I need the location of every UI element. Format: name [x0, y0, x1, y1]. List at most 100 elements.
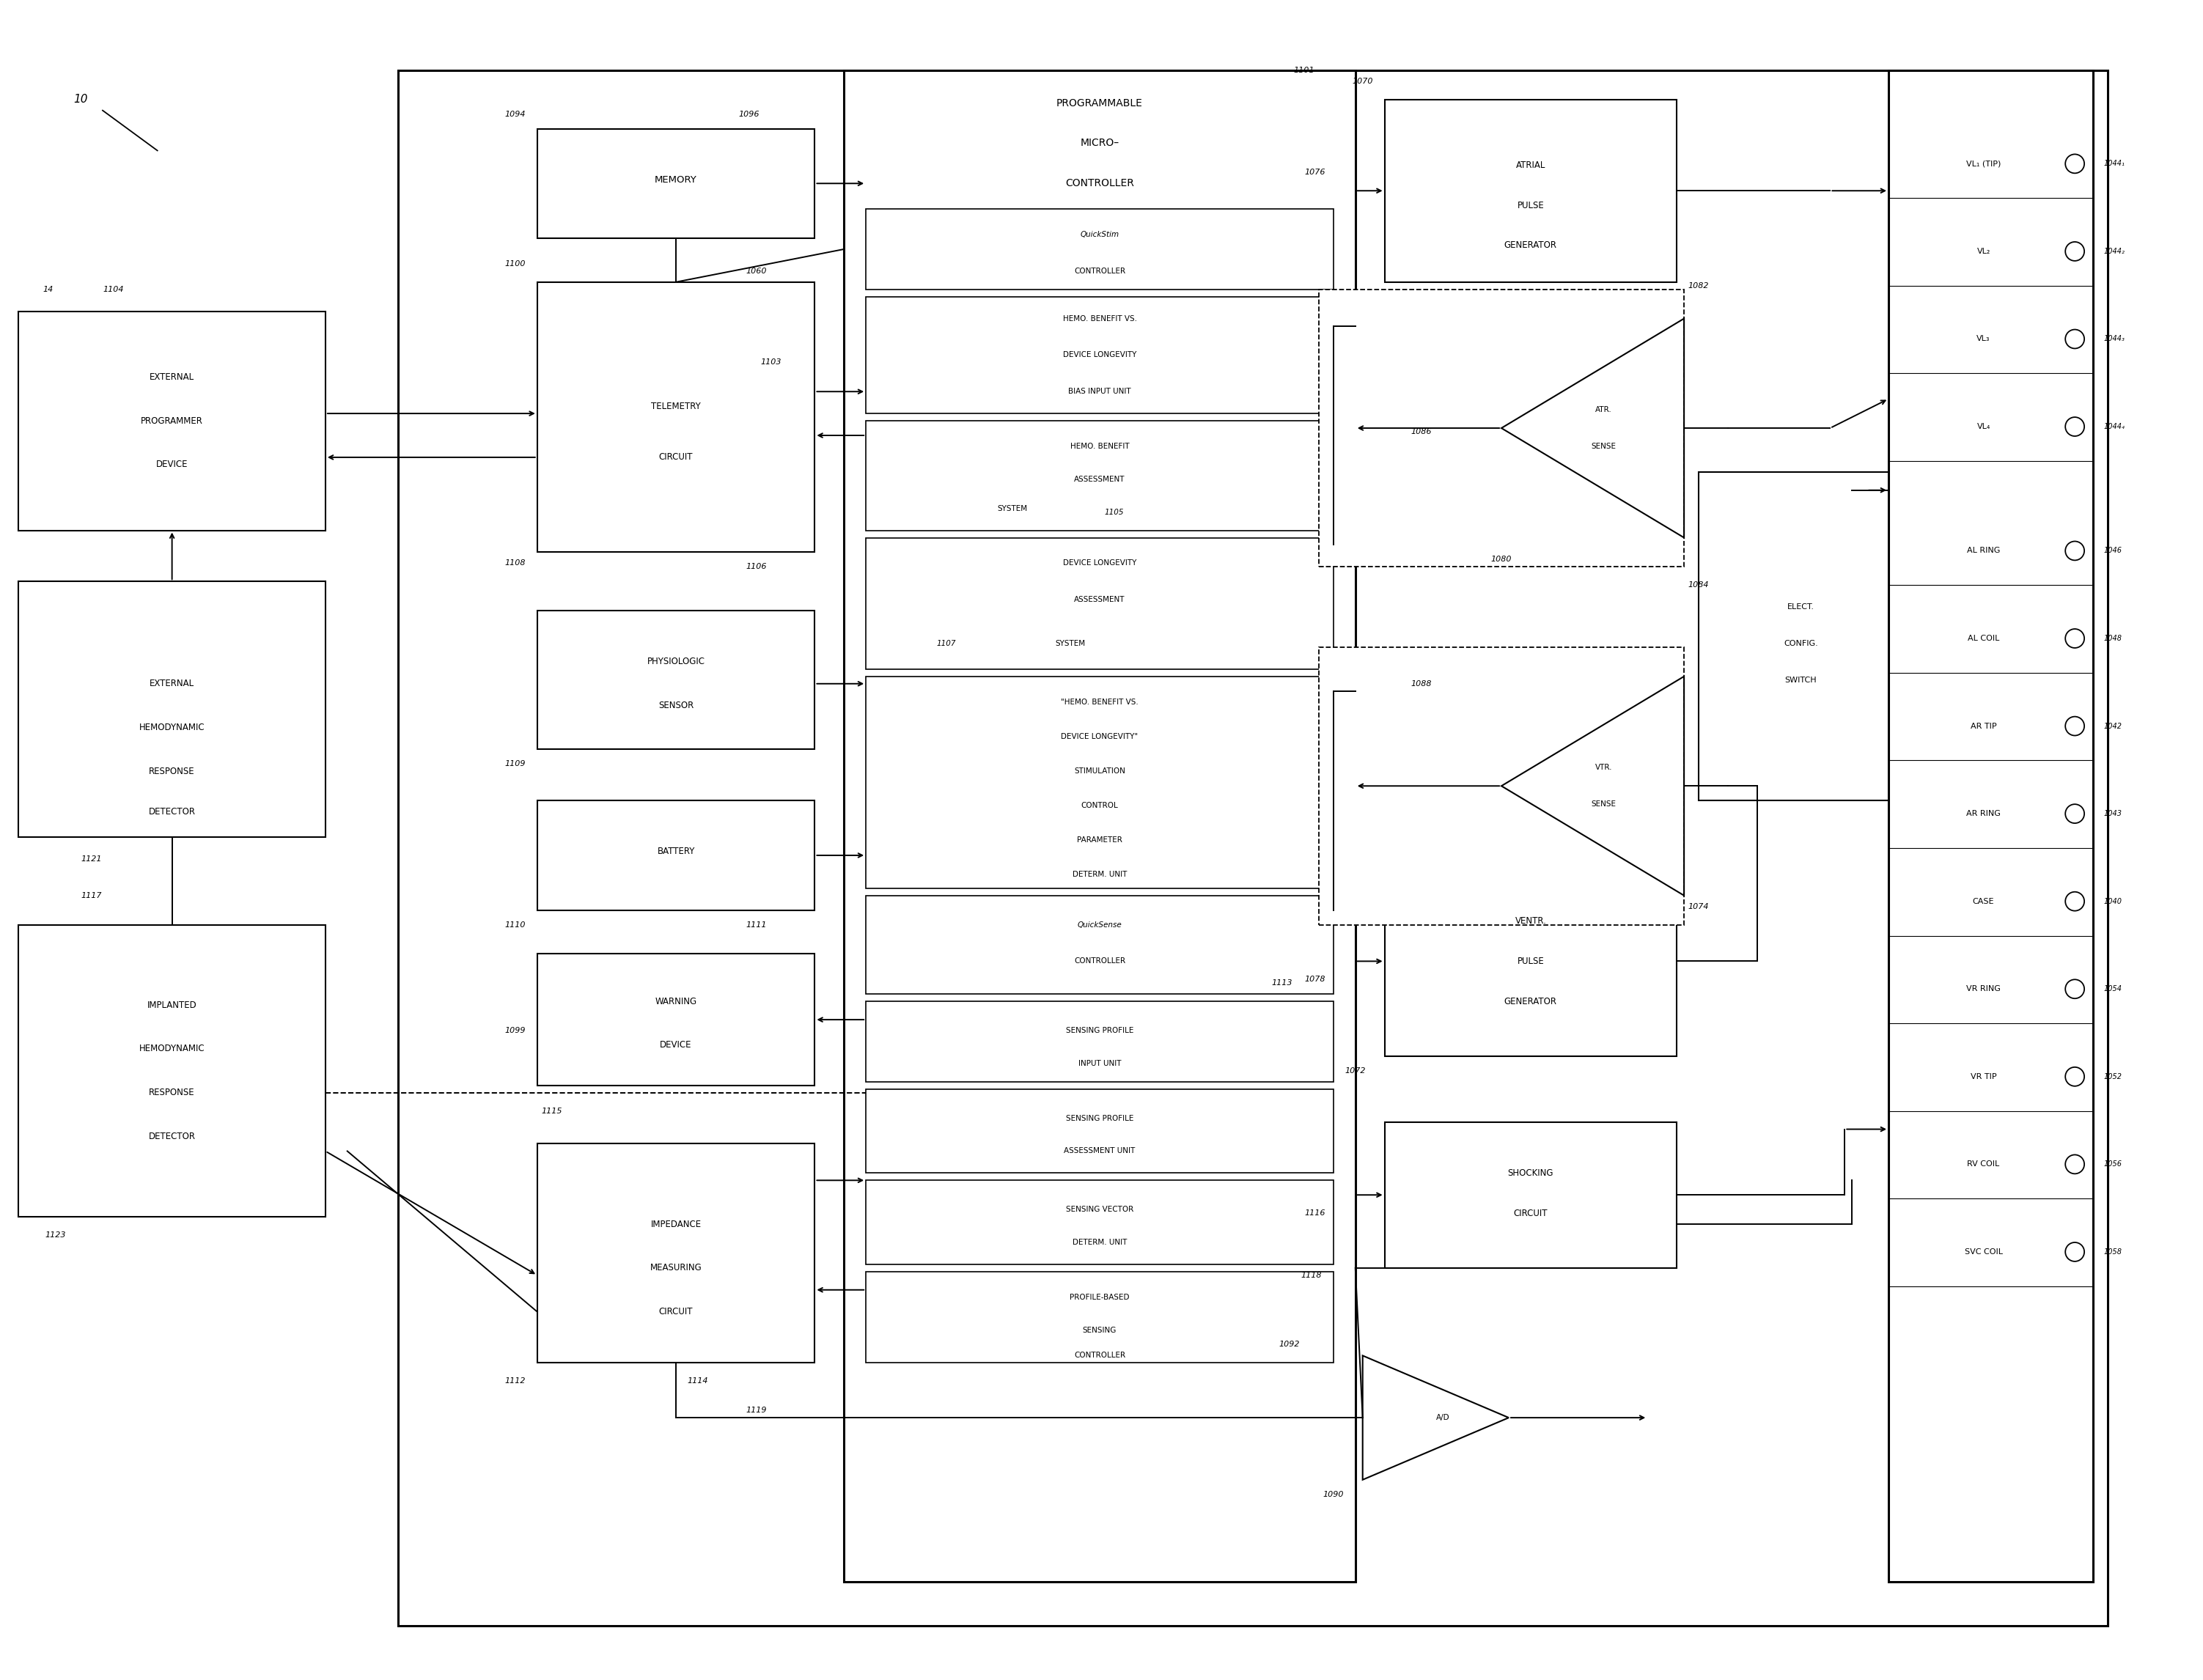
- Text: 1101: 1101: [1293, 67, 1315, 74]
- FancyBboxPatch shape: [866, 1272, 1333, 1362]
- Text: 1123: 1123: [44, 1231, 66, 1238]
- Text: RV COIL: RV COIL: [1967, 1161, 2000, 1168]
- Text: ELECT.: ELECT.: [1787, 603, 1815, 612]
- Text: SENSING PROFILE: SENSING PROFILE: [1066, 1114, 1135, 1122]
- FancyBboxPatch shape: [538, 954, 815, 1085]
- Text: PULSE: PULSE: [1518, 200, 1544, 210]
- Text: PHYSIOLOGIC: PHYSIOLOGIC: [648, 657, 705, 667]
- Text: 1111: 1111: [747, 921, 767, 929]
- FancyBboxPatch shape: [1888, 71, 2093, 1583]
- Text: 1044₂: 1044₂: [2104, 247, 2126, 255]
- Text: EXTERNAL: EXTERNAL: [150, 679, 194, 689]
- Text: DETECTOR: DETECTOR: [148, 806, 196, 816]
- Text: MICRO–: MICRO–: [1079, 138, 1119, 148]
- Text: 1105: 1105: [1104, 509, 1124, 516]
- Text: "HEMO. BENEFIT VS.: "HEMO. BENEFIT VS.: [1062, 699, 1139, 706]
- Text: SHOCKING: SHOCKING: [1507, 1168, 1553, 1178]
- Text: BIAS INPUT UNIT: BIAS INPUT UNIT: [1068, 388, 1130, 395]
- FancyBboxPatch shape: [1320, 289, 1683, 566]
- Text: 1103: 1103: [760, 360, 782, 366]
- Text: 1117: 1117: [82, 892, 101, 899]
- Text: DEVICE LONGEVITY: DEVICE LONGEVITY: [1062, 351, 1137, 360]
- Text: 1056: 1056: [2104, 1161, 2121, 1168]
- Text: PROFILE-BASED: PROFILE-BASED: [1071, 1294, 1130, 1300]
- Text: SWITCH: SWITCH: [1784, 677, 1817, 684]
- Text: QuickStim: QuickStim: [1079, 230, 1119, 239]
- Text: SYSTEM: SYSTEM: [998, 504, 1027, 512]
- FancyBboxPatch shape: [844, 71, 1355, 1583]
- Text: 1108: 1108: [504, 559, 527, 566]
- Text: SENSING: SENSING: [1082, 1327, 1117, 1334]
- Text: AL RING: AL RING: [1967, 548, 2000, 554]
- Text: 1042: 1042: [2104, 722, 2121, 729]
- Text: VR TIP: VR TIP: [1969, 1074, 1996, 1080]
- FancyBboxPatch shape: [1699, 472, 1903, 801]
- FancyBboxPatch shape: [866, 1089, 1333, 1173]
- FancyBboxPatch shape: [866, 538, 1333, 669]
- Text: 14: 14: [42, 286, 53, 292]
- FancyBboxPatch shape: [538, 1144, 815, 1362]
- Text: CONTROLLER: CONTROLLER: [1066, 178, 1135, 188]
- Text: HEMO. BENEFIT VS.: HEMO. BENEFIT VS.: [1062, 314, 1137, 323]
- Text: A/D: A/D: [1436, 1415, 1450, 1421]
- Text: CONTROLLER: CONTROLLER: [1075, 958, 1126, 964]
- Text: VL₄: VL₄: [1976, 423, 1989, 430]
- Text: VR RING: VR RING: [1967, 986, 2000, 993]
- Text: 1118: 1118: [1302, 1272, 1322, 1278]
- FancyBboxPatch shape: [538, 129, 815, 239]
- Text: 10: 10: [73, 94, 88, 104]
- Text: CIRCUIT: CIRCUIT: [1513, 1208, 1549, 1218]
- Text: 1090: 1090: [1324, 1490, 1344, 1499]
- Text: 1121: 1121: [82, 855, 101, 862]
- Text: GENERATOR: GENERATOR: [1505, 240, 1558, 250]
- Text: 1040: 1040: [2104, 897, 2121, 906]
- Text: ATRIAL: ATRIAL: [1516, 160, 1547, 170]
- Text: DETECTOR: DETECTOR: [148, 1132, 196, 1141]
- Text: CIRCUIT: CIRCUIT: [659, 1307, 694, 1317]
- Text: AR RING: AR RING: [1967, 810, 2000, 818]
- Text: 1044₄: 1044₄: [2104, 423, 2126, 430]
- Text: MEASURING: MEASURING: [650, 1263, 703, 1273]
- Text: 1082: 1082: [1687, 282, 1710, 289]
- Text: 1088: 1088: [1410, 680, 1432, 687]
- Text: SVC COIL: SVC COIL: [1965, 1248, 2003, 1255]
- Text: IMPLANTED: IMPLANTED: [148, 1000, 196, 1010]
- FancyBboxPatch shape: [1383, 867, 1676, 1057]
- Text: SENSOR: SENSOR: [659, 701, 694, 711]
- Text: IMPEDANCE: IMPEDANCE: [650, 1220, 701, 1228]
- Text: PARAMETER: PARAMETER: [1077, 837, 1121, 843]
- Text: 1080: 1080: [1491, 556, 1511, 563]
- FancyBboxPatch shape: [18, 581, 326, 837]
- Text: 1107: 1107: [936, 640, 956, 647]
- Text: EXTERNAL: EXTERNAL: [150, 373, 194, 381]
- FancyBboxPatch shape: [538, 801, 815, 911]
- Text: 1104: 1104: [104, 286, 123, 292]
- Text: RESPONSE: RESPONSE: [150, 766, 194, 776]
- Text: 1113: 1113: [1271, 979, 1293, 986]
- Text: SENSING VECTOR: SENSING VECTOR: [1066, 1206, 1135, 1213]
- Text: SENSE: SENSE: [1591, 444, 1617, 450]
- Text: AL COIL: AL COIL: [1967, 635, 2000, 642]
- Text: VENTR.: VENTR.: [1516, 916, 1547, 926]
- Text: DEVICE LONGEVITY": DEVICE LONGEVITY": [1062, 732, 1139, 739]
- Text: ATR.: ATR.: [1595, 407, 1613, 413]
- Text: RESPONSE: RESPONSE: [150, 1089, 194, 1097]
- Text: MEMORY: MEMORY: [654, 175, 696, 185]
- Text: 1043: 1043: [2104, 810, 2121, 818]
- Text: HEMO. BENEFIT: HEMO. BENEFIT: [1071, 444, 1130, 450]
- Text: 1112: 1112: [504, 1378, 527, 1384]
- Text: DEVICE LONGEVITY: DEVICE LONGEVITY: [1062, 559, 1137, 566]
- Text: 1115: 1115: [542, 1107, 562, 1114]
- FancyBboxPatch shape: [866, 297, 1333, 413]
- Text: 1096: 1096: [738, 111, 760, 118]
- Text: 1044₃: 1044₃: [2104, 336, 2126, 343]
- FancyBboxPatch shape: [866, 208, 1333, 289]
- FancyBboxPatch shape: [866, 1001, 1333, 1082]
- Text: STIMULATION: STIMULATION: [1075, 768, 1126, 774]
- Text: ASSESSMENT: ASSESSMENT: [1075, 596, 1126, 603]
- Text: ASSESSMENT: ASSESSMENT: [1075, 475, 1126, 482]
- Text: VL₁ (TIP): VL₁ (TIP): [1965, 160, 2000, 168]
- FancyBboxPatch shape: [1383, 99, 1676, 282]
- Text: SENSING PROFILE: SENSING PROFILE: [1066, 1026, 1135, 1035]
- Text: 1060: 1060: [747, 267, 767, 276]
